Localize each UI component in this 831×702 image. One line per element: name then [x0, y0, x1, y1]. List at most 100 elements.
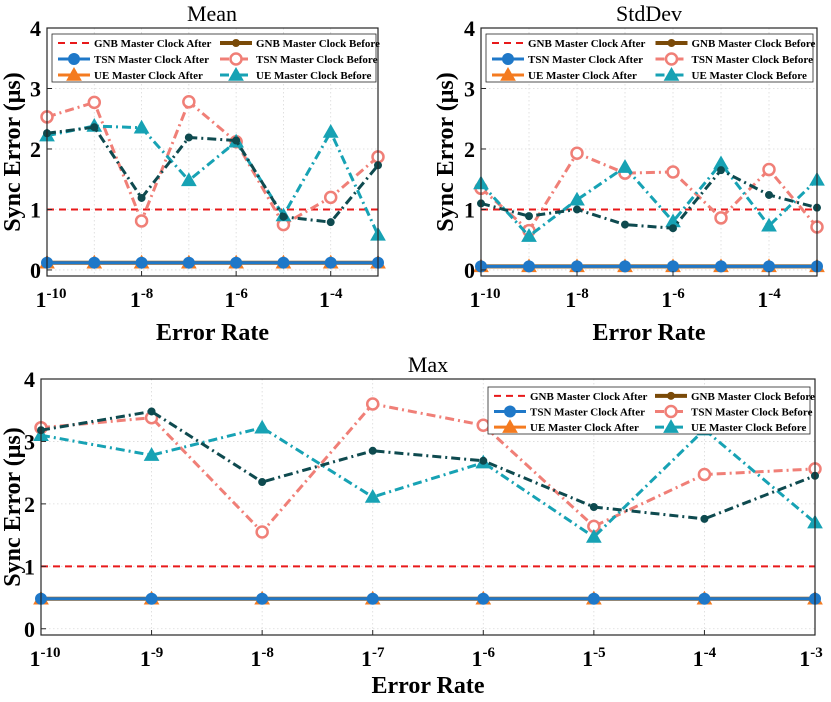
data-point [365, 397, 380, 411]
legend-item: TSN Master Clock After [58, 53, 209, 66]
data-point [573, 205, 581, 214]
data-point [145, 592, 158, 605]
data-point [88, 256, 101, 269]
legend-marker [504, 405, 516, 418]
data-point [714, 211, 728, 225]
legend-label: UE Master Clock After [530, 422, 639, 434]
data-point [717, 166, 725, 175]
legend-label: TSN Master Clock Before [691, 407, 813, 419]
legend-marker [667, 391, 675, 400]
series-line [46, 100, 379, 227]
data-point [476, 418, 491, 432]
data-point [715, 260, 727, 273]
legend-marker [68, 53, 80, 65]
data-point [617, 159, 633, 173]
data-point [182, 95, 196, 109]
data-point [619, 260, 631, 273]
data-point [669, 224, 677, 233]
data-point [232, 136, 241, 145]
data-point [147, 407, 156, 416]
legend-item: TSN Master Clock After [494, 405, 645, 419]
data-point [525, 212, 533, 221]
x-tick-label: 1-6 [472, 645, 496, 671]
legend-item: TSN Master Clock Before [220, 52, 378, 66]
x-tick-label: 1-9 [140, 645, 164, 671]
data-point [765, 190, 773, 199]
legend-label: GNB Master Clock Before [691, 391, 815, 403]
x-axis-label: Error Rate [371, 673, 484, 699]
legend-marker [664, 404, 678, 419]
series-line [40, 409, 816, 521]
legend-marker [500, 66, 516, 81]
legend-label: GNB Master Clock Before [256, 38, 380, 50]
plot-frame [46, 27, 379, 277]
x-tick-label: 1-8 [130, 286, 154, 312]
data-point [326, 218, 335, 227]
legend-item: GNB Master Clock After [492, 38, 646, 50]
series-tsn-master-clock-after [41, 256, 384, 269]
x-tick-label: 1-4 [319, 286, 343, 312]
y-axis-label: Sync Error (μs) [0, 72, 26, 231]
data-point [366, 592, 379, 605]
data-point [570, 146, 584, 160]
y-tick-label: 1 [24, 554, 35, 579]
y-tick-label: 3 [24, 429, 35, 454]
data-point [667, 260, 679, 273]
y-tick-label: 3 [464, 76, 475, 101]
data-point [587, 592, 600, 605]
data-point [254, 419, 271, 434]
data-point [322, 124, 339, 138]
data-point [763, 260, 775, 273]
legend-marker [228, 66, 244, 81]
legend-item: UE Master Clock Before [220, 66, 371, 82]
legend: GNB Master Clock After TSN Master Clock A… [487, 386, 815, 435]
legend-item: GNB Master Clock After [58, 38, 212, 50]
data-point [762, 162, 776, 177]
y-axis-label: Sync Error (μs) [433, 72, 459, 231]
data-point [180, 172, 197, 187]
y-tick-label: 0 [24, 617, 35, 642]
legend-marker [664, 52, 679, 66]
y-tick-label: 4 [464, 16, 475, 41]
plot-frame [40, 378, 816, 636]
legend-item: UE Master Clock After [492, 66, 637, 82]
legend-label: UE Master Clock Before [256, 70, 371, 82]
x-tick-label: 1-4 [693, 645, 717, 671]
legend-item: TSN Master Clock Before [655, 52, 814, 66]
data-point [135, 256, 148, 269]
data-point [324, 256, 337, 269]
series-tsn-master-clock-before [40, 95, 385, 232]
data-point [697, 467, 712, 482]
legend-label: TSN Master Clock Before [692, 54, 814, 66]
data-point [256, 592, 269, 605]
legend-marker [667, 39, 676, 47]
legend: GNB Master Clock After TSN Master Clock A… [51, 33, 380, 83]
legend-item: UE Master Clock Before [655, 66, 807, 82]
chart-panel-stddev: 0 1 2 3 4 1-10 1-8 1-6 1-4 StdDev Error Rate Sync E… [433, 1, 825, 346]
data-point [279, 212, 288, 221]
data-point [182, 256, 195, 269]
legend-label: UE Master Clock After [94, 70, 203, 82]
legend-marker [663, 66, 680, 81]
data-point [521, 228, 537, 242]
data-point [761, 217, 777, 232]
chart-title: Mean [187, 1, 237, 26]
chart-title: StdDev [616, 1, 682, 26]
y-tick-label: 1 [464, 197, 475, 222]
legend-box [487, 386, 811, 435]
y-tick-label: 3 [30, 76, 41, 101]
y-tick-label: 2 [30, 137, 41, 162]
x-tick-label: 1-10 [30, 645, 61, 671]
legend-label: UE Master Clock After [528, 70, 637, 82]
x-axis-label: Error Rate [156, 320, 269, 346]
data-point [133, 119, 150, 134]
y-tick-label: 0 [464, 258, 475, 283]
legend-label: GNB Master Clock After [528, 38, 646, 50]
data-point [230, 256, 243, 269]
x-tick-label: 1-8 [565, 286, 589, 312]
data-point [90, 123, 99, 132]
legend-label: TSN Master Clock After [530, 407, 645, 419]
data-point [87, 95, 102, 110]
legend-item: TSN Master Clock After [492, 53, 643, 66]
legend-label: TSN Master Clock Before [256, 54, 378, 66]
